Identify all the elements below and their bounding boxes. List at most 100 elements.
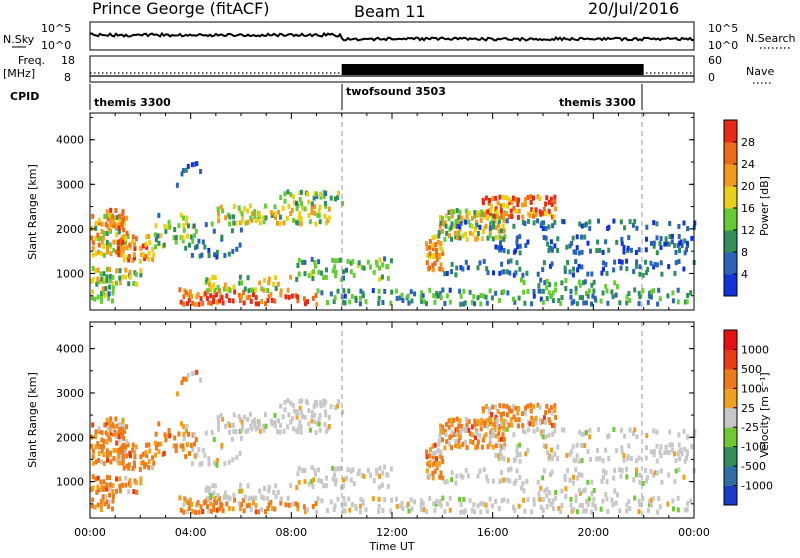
power-echo-cell: [493, 218, 497, 224]
power-echo-cell: [514, 248, 518, 254]
power-echo-cell: [439, 262, 443, 268]
power-echo-cell: [301, 205, 305, 211]
velocity-echo-cell: [333, 466, 337, 472]
power-echo-cell: [572, 299, 576, 305]
power-echo-cell: [435, 256, 439, 262]
power-echo-cell: [350, 293, 354, 299]
power-echo-cell: [458, 235, 462, 241]
power-echo-cell: [541, 288, 545, 294]
velocity-echo-cell: [296, 471, 300, 477]
power-echo-cell: [100, 229, 104, 234]
power-echo-cell: [601, 249, 605, 255]
velocity-echo-cell: [488, 441, 492, 447]
velocity-echo-cell: [547, 456, 551, 462]
velocity-echo-cell: [374, 467, 378, 473]
power-echo-cell: [96, 276, 100, 282]
velocity-echo-cell: [428, 495, 432, 501]
velocity-echo-cell: [638, 472, 642, 478]
power-echo-cell: [331, 257, 335, 263]
power-echo-cell: [111, 290, 115, 296]
velocity-echo-cell: [191, 508, 195, 514]
power-echo-cell: [217, 288, 221, 293]
power-echo-cell: [193, 233, 196, 239]
power-echo-cell: [94, 221, 98, 226]
velocity-echo-cell: [580, 458, 584, 464]
velocity-echo-cell: [647, 501, 651, 507]
power-echo-cell: [246, 275, 250, 281]
velocity-echo-cell: [634, 458, 638, 464]
velocity-echo-cell: [216, 415, 220, 420]
freq-unit-label: [MHz]: [3, 67, 35, 80]
power-echo-cell: [497, 298, 501, 303]
velocity-echo-cell: [478, 433, 482, 439]
power-echo-cell: [549, 246, 553, 251]
velocity-echo-cell: [502, 436, 506, 442]
power-echo-cell: [213, 275, 217, 281]
power-echo-cell: [164, 228, 168, 234]
power-echo-cell: [401, 298, 405, 303]
colorbar-tick-label: -1000: [741, 480, 773, 493]
power-echo-cell: [273, 204, 277, 210]
power-echo-cell: [185, 220, 188, 226]
velocity-echo-cell: [516, 423, 520, 429]
velocity-echo-cell: [468, 497, 472, 503]
power-echo-cell: [505, 269, 509, 275]
velocity-echo-cell: [101, 494, 105, 500]
power-echo-cell: [512, 223, 516, 229]
velocity-echo-cell: [107, 504, 111, 509]
velocity-echo-cell: [323, 409, 327, 415]
velocity-echo-cell: [512, 480, 516, 486]
power-echo-cell: [538, 196, 542, 202]
power-echo-cell: [659, 260, 663, 266]
power-echo-cell: [174, 239, 178, 245]
power-echo-cell: [102, 230, 106, 236]
power-echo-cell: [641, 272, 645, 278]
power-echo-cell: [420, 290, 424, 296]
velocity-echo-cell: [425, 509, 428, 515]
velocity-echo-cell: [192, 431, 196, 437]
velocity-echo-cell: [486, 478, 490, 484]
velocity-echo-cell: [458, 418, 462, 424]
velocity-echo-cell: [529, 408, 533, 414]
power-echo-cell: [605, 288, 609, 294]
velocity-echo-cell: [652, 452, 656, 458]
velocity-echo-cell: [635, 434, 639, 440]
velocity-echo-cell: [455, 416, 459, 422]
velocity-echo-cell: [591, 501, 595, 507]
velocity-echo-cell: [513, 507, 517, 513]
power-echo-cell: [507, 197, 511, 203]
velocity-echo-cell: [247, 502, 251, 508]
velocity-echo-cell: [572, 474, 575, 480]
velocity-echo-cell: [580, 443, 584, 448]
power-echo-cell: [518, 234, 522, 240]
velocity-echo-cell: [400, 500, 404, 506]
velocity-echo-cell: [133, 463, 136, 469]
velocity-echo-cell: [112, 447, 116, 453]
power-echo-cell: [332, 299, 336, 304]
velocity-echo-cell: [199, 377, 203, 383]
velocity-echo-cell: [217, 426, 221, 432]
cpid-segment-2: twofsound 3503: [346, 85, 446, 98]
velocity-echo-cell: [212, 507, 215, 513]
power-echo-cell: [252, 288, 256, 294]
velocity-echo-cell: [629, 456, 633, 461]
power-echo-cell: [441, 216, 445, 222]
power-echo-cell: [91, 277, 95, 283]
velocity-echo-cell: [685, 455, 688, 461]
power-echo-cell: [592, 279, 596, 285]
power-echo-cell: [433, 260, 437, 266]
velocity-echo-cell: [295, 414, 299, 420]
velocity-echo-cell: [532, 497, 536, 503]
velocity-echo-cell: [645, 445, 648, 451]
power-echo-cell: [238, 220, 242, 226]
velocity-echo-cell: [526, 497, 530, 502]
velocity-echo-cell: [91, 460, 95, 466]
velocity-echo-cell: [498, 443, 502, 448]
power-echo-cell: [450, 269, 454, 274]
power-echo-cell: [668, 234, 672, 240]
power-echo-cell: [673, 243, 677, 249]
velocity-echo-cell: [420, 498, 424, 504]
power-echo-cell: [550, 261, 554, 267]
velocity-echo-cell: [584, 430, 588, 435]
